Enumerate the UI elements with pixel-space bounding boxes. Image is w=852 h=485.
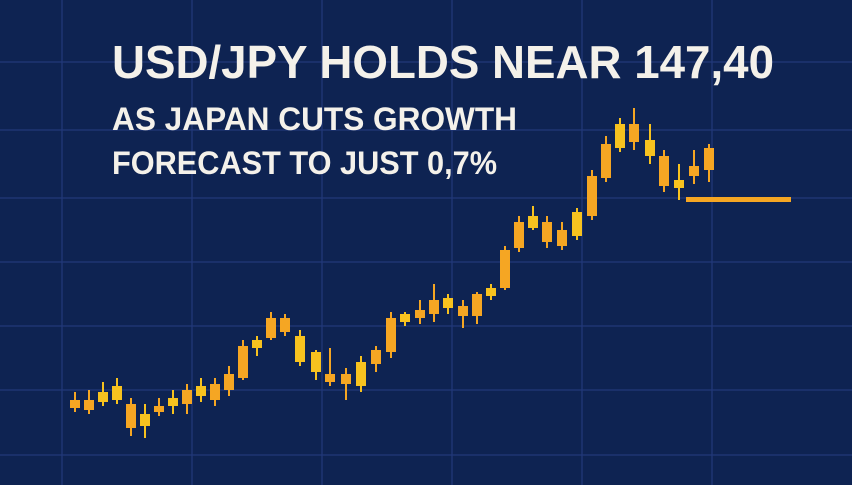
candle-body <box>280 318 290 332</box>
candle-body <box>587 176 597 216</box>
candle-body <box>386 318 396 352</box>
candle-body <box>500 250 510 288</box>
candle-body <box>126 404 136 428</box>
candle-body <box>356 362 366 386</box>
subheadline-line: FORECAST TO JUST 0,7% <box>112 145 497 181</box>
candle-body <box>542 222 552 242</box>
candle-body <box>572 212 582 236</box>
candle-body <box>674 180 684 188</box>
candle-body <box>70 400 80 408</box>
candle-body <box>689 166 699 176</box>
candlesticks <box>70 108 714 438</box>
candle-body <box>182 390 192 404</box>
candle-body <box>140 414 150 426</box>
candle-body <box>429 300 439 314</box>
candle-body <box>400 314 410 322</box>
candle-body <box>645 140 655 156</box>
candle-body <box>601 144 611 178</box>
candle-body <box>112 386 122 400</box>
candle-body <box>325 374 335 382</box>
subheadline-line: AS JAPAN CUTS GROWTH <box>112 101 517 137</box>
candle-body <box>168 398 178 406</box>
candle-body <box>196 386 206 396</box>
candle-body <box>443 298 453 308</box>
candle-body <box>98 392 108 402</box>
candle-body <box>311 352 321 372</box>
candle-body <box>210 384 220 400</box>
candle-body <box>252 340 262 348</box>
candle-body <box>615 124 625 148</box>
candle-body <box>266 318 276 338</box>
candle-body <box>629 124 639 142</box>
candle-body <box>458 306 468 316</box>
level-line <box>686 197 791 202</box>
candle-body <box>154 406 164 412</box>
candle-body <box>557 230 567 246</box>
candle-body <box>659 156 669 186</box>
candle-body <box>238 346 248 378</box>
candle-body <box>415 310 425 318</box>
candle-body <box>341 374 351 384</box>
candle-body <box>514 222 524 248</box>
candle-body <box>486 288 496 296</box>
headline: USD/JPY HOLDS NEAR 147,40 <box>112 36 774 88</box>
candle-body <box>295 336 305 362</box>
candle-body <box>84 400 94 410</box>
candle-body <box>472 294 482 316</box>
candle-body <box>528 216 538 228</box>
candle-body <box>224 374 234 390</box>
candle-body <box>371 350 381 364</box>
candle-body <box>704 148 714 170</box>
